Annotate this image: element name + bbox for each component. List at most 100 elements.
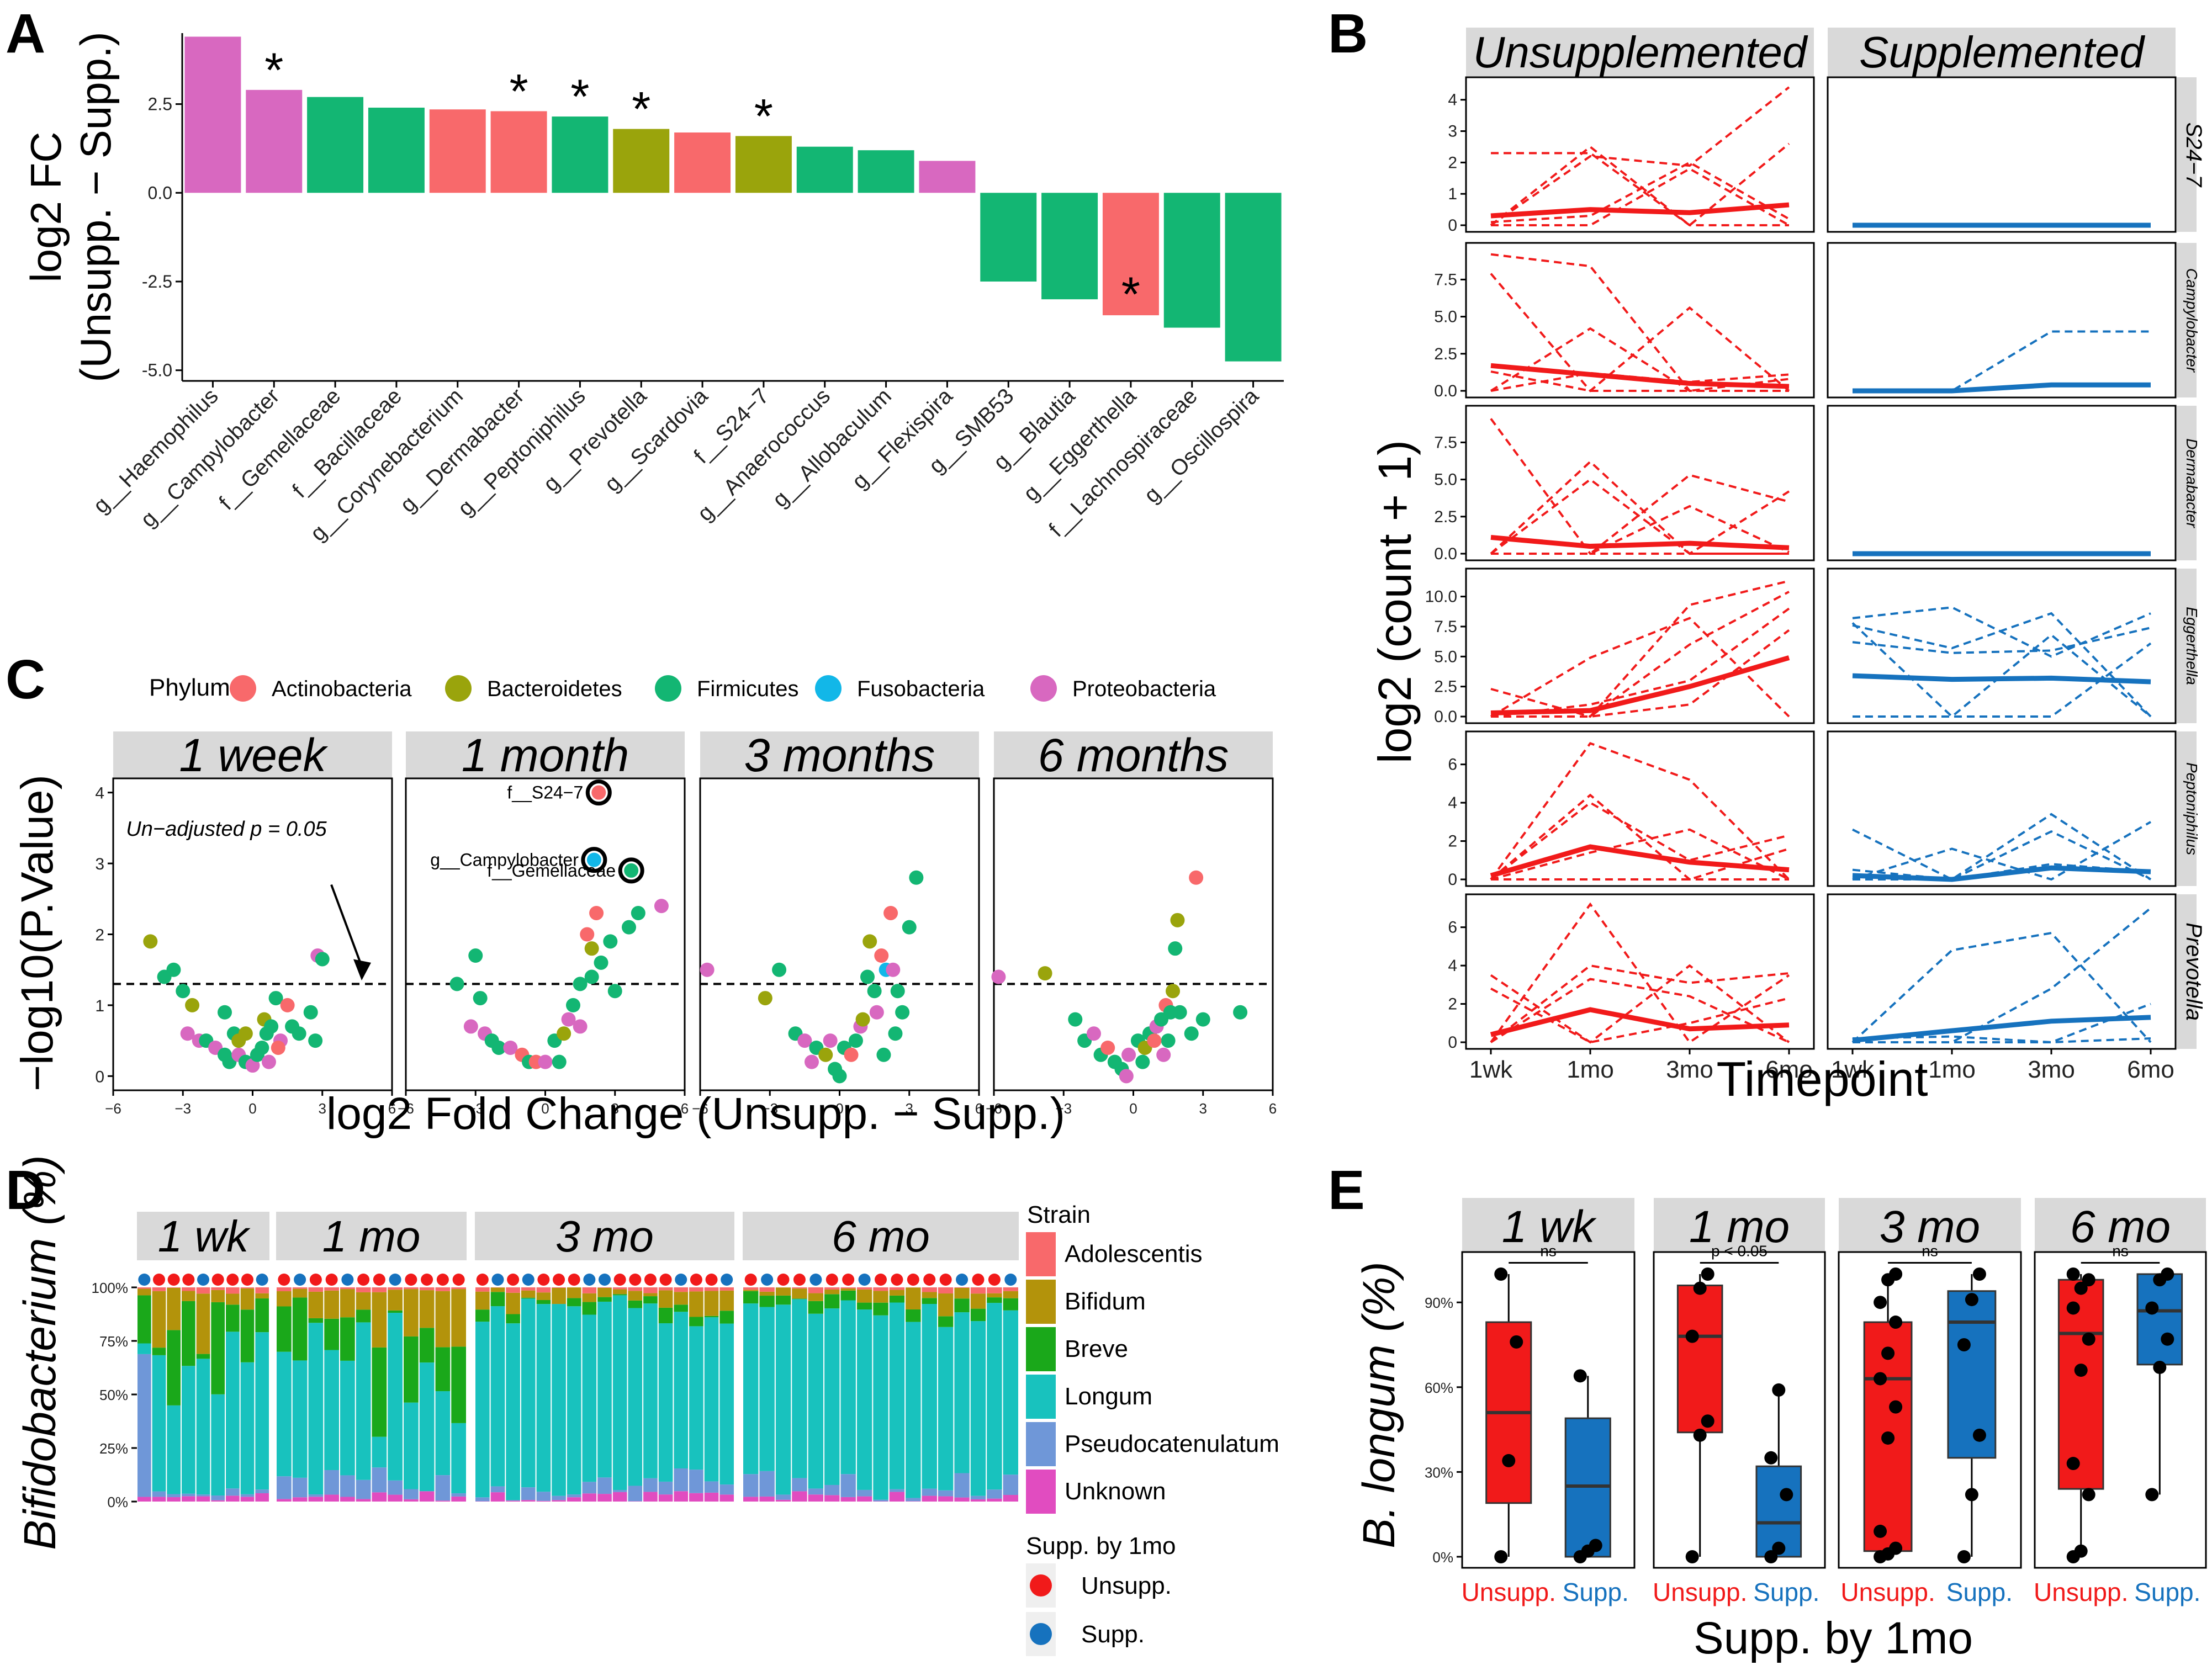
individual-line bbox=[1490, 142, 1790, 227]
stacked-segment bbox=[582, 1293, 597, 1302]
y-tick-label: 7.5 bbox=[1434, 618, 1457, 636]
stacked-segment bbox=[658, 1287, 673, 1291]
stacked-segment bbox=[388, 1287, 403, 1290]
data-point bbox=[844, 1047, 859, 1062]
x-axis-title: log2 Fold Change (Unsupp. − Supp.) bbox=[326, 1089, 1065, 1139]
data-point bbox=[315, 952, 330, 967]
data-point bbox=[1881, 1346, 1895, 1360]
bar bbox=[429, 109, 486, 193]
data-point bbox=[1685, 1329, 1699, 1343]
group-dot bbox=[389, 1274, 401, 1286]
data-point bbox=[280, 998, 295, 1012]
stacked-segment bbox=[372, 1347, 387, 1437]
stacked-segment bbox=[451, 1496, 466, 1502]
stacked-segment bbox=[689, 1317, 703, 1327]
stacked-segment bbox=[226, 1287, 240, 1294]
data-point bbox=[886, 962, 901, 977]
stacked-segment bbox=[536, 1492, 551, 1501]
stacked-segment bbox=[970, 1321, 986, 1496]
stacked-segment bbox=[372, 1467, 387, 1493]
stacked-segment bbox=[856, 1489, 872, 1497]
y-tick-label: 75% bbox=[99, 1333, 128, 1350]
stacked-segment bbox=[612, 1295, 627, 1491]
y-tick-label: 100% bbox=[92, 1280, 129, 1296]
individual-line bbox=[1490, 478, 1789, 555]
facet-strip bbox=[276, 1212, 467, 1260]
stacked-segment bbox=[356, 1292, 371, 1310]
stacked-segment bbox=[372, 1436, 387, 1468]
stacked-segment bbox=[404, 1336, 419, 1403]
group-dot bbox=[507, 1274, 520, 1286]
stacked-segment bbox=[419, 1287, 435, 1291]
stacked-segment bbox=[567, 1494, 581, 1498]
mean-line bbox=[1490, 844, 1790, 878]
panel-label-e: E bbox=[1328, 1159, 1365, 1221]
data-point bbox=[185, 998, 200, 1012]
stacked-segment bbox=[759, 1296, 775, 1307]
group-dot bbox=[476, 1274, 489, 1286]
stacked-segment bbox=[490, 1287, 505, 1292]
mean-line bbox=[1490, 534, 1790, 550]
data-point bbox=[823, 1033, 838, 1048]
facet-panel-frame bbox=[1827, 730, 2177, 887]
data-point bbox=[1156, 1047, 1171, 1062]
group-dot bbox=[278, 1274, 290, 1286]
legend-label: Unknown bbox=[1065, 1478, 1166, 1505]
x-tick-label: 3 bbox=[611, 1100, 619, 1117]
individual-line bbox=[1852, 821, 2152, 881]
stacked-segment bbox=[970, 1293, 986, 1309]
stacked-segment bbox=[628, 1287, 643, 1291]
y-tick-label: 1 bbox=[1448, 185, 1457, 203]
stacked-segment bbox=[970, 1495, 986, 1499]
individual-line bbox=[1490, 828, 1790, 881]
individual-line bbox=[1852, 1035, 2151, 1044]
panel-label-d: D bbox=[6, 1159, 45, 1221]
stacked-segment bbox=[277, 1306, 292, 1352]
stacked-segment bbox=[674, 1468, 689, 1492]
stacked-segment bbox=[475, 1291, 490, 1310]
facet-strip-label: 1 wk bbox=[1502, 1202, 1597, 1252]
stacked-segment bbox=[954, 1287, 970, 1288]
data-point bbox=[1147, 1033, 1162, 1048]
stacked-segment bbox=[597, 1477, 612, 1494]
facet-strip-label: 6 mo bbox=[832, 1212, 930, 1261]
facet-strip-label: 1 wk bbox=[158, 1212, 251, 1261]
row-strip-label: Campylobacter bbox=[2183, 268, 2200, 373]
stacked-segment bbox=[277, 1499, 292, 1502]
data-point bbox=[1957, 1338, 1971, 1351]
stacked-segment bbox=[372, 1287, 387, 1292]
stacked-segment bbox=[137, 1354, 151, 1497]
stacked-segment bbox=[922, 1304, 937, 1489]
x-tick-label: −3 bbox=[1055, 1100, 1072, 1117]
stacked-segment bbox=[308, 1323, 324, 1495]
stacked-segment bbox=[775, 1287, 791, 1296]
facet-strip bbox=[1462, 1198, 1634, 1252]
stacked-segment bbox=[987, 1303, 1002, 1490]
stacked-segment bbox=[1003, 1310, 1018, 1475]
significance-label: p < 0.05 bbox=[1711, 1243, 1768, 1260]
stacked-segment bbox=[792, 1491, 807, 1502]
stacked-segment bbox=[152, 1497, 166, 1502]
data-point bbox=[2145, 1488, 2159, 1502]
stacked-segment bbox=[451, 1287, 466, 1290]
stacked-segment bbox=[689, 1287, 703, 1292]
group-dot bbox=[452, 1274, 465, 1286]
stacked-segment bbox=[582, 1493, 597, 1502]
x-tick-label: 0 bbox=[541, 1100, 549, 1117]
data-point bbox=[862, 934, 877, 949]
data-point bbox=[909, 870, 924, 885]
individual-line bbox=[1851, 931, 2152, 1043]
data-point bbox=[1166, 984, 1181, 999]
y-tick-label: 90% bbox=[1425, 1295, 1453, 1311]
individual-line bbox=[1490, 978, 1790, 1043]
stacked-segment bbox=[152, 1348, 166, 1355]
stacked-segment bbox=[137, 1497, 151, 1502]
data-point bbox=[624, 863, 639, 878]
stacked-segment bbox=[536, 1300, 551, 1304]
data-point bbox=[1135, 1054, 1150, 1069]
data-point bbox=[557, 1026, 571, 1041]
legend-label: Pseudocatenulatum bbox=[1065, 1430, 1279, 1457]
stacked-segment bbox=[419, 1290, 435, 1328]
facet-strip-label: Supplemented bbox=[1859, 28, 2145, 77]
stacked-segment bbox=[137, 1295, 151, 1344]
